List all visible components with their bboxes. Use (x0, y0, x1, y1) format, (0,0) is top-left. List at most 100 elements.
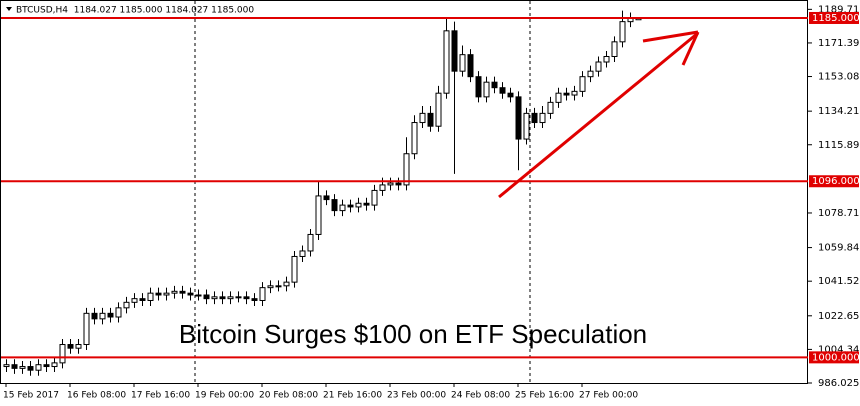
candle-body (403, 153, 410, 186)
candle-body (531, 112, 538, 124)
candle-body (83, 312, 90, 346)
candle-body (411, 122, 418, 155)
candle-body (539, 112, 546, 124)
y-tick-label: 1078.710 (818, 208, 860, 219)
y-tick-label: 1171.395 (818, 38, 860, 49)
candle-body (451, 30, 458, 72)
candle-body (107, 312, 114, 318)
x-tick-label: 16 Feb 08:00 (67, 391, 126, 401)
candle-body (195, 294, 202, 297)
candle-body (171, 290, 178, 294)
candle-body (523, 112, 530, 140)
candle-body (211, 296, 218, 300)
candle-body (323, 195, 330, 201)
x-tick-label: 23 Feb 00:00 (387, 391, 446, 401)
arrow (498, 30, 700, 199)
candle-body (139, 298, 146, 301)
annotation: Bitcoin Surges $100 on ETF Speculation (179, 319, 647, 349)
level-label: 1096.000 (812, 176, 860, 187)
level-label: 1185.000 (812, 13, 860, 24)
candle-body (299, 250, 306, 257)
arrow-head (642, 30, 699, 43)
x-tick-label: 25 Feb 16:00 (515, 391, 574, 401)
candle-body (163, 292, 170, 296)
arrow-head (681, 31, 700, 66)
candle-body (19, 366, 26, 369)
candle-body (459, 54, 466, 72)
candle-body (339, 204, 346, 212)
candle-body (131, 298, 138, 303)
candle-body (267, 285, 274, 289)
candle-body (27, 366, 34, 371)
level-label-box (809, 11, 859, 24)
candle-body (147, 292, 154, 301)
candle-body (603, 56, 610, 63)
candle-body (275, 285, 282, 288)
candle-body (347, 204, 354, 208)
candle-body (235, 296, 242, 299)
candle-body (291, 255, 298, 283)
candle-body (443, 30, 450, 94)
x-tick-label: 24 Feb 08:00 (451, 391, 510, 401)
marks (3, 10, 642, 376)
candle-body (331, 199, 338, 212)
candle-body (515, 96, 522, 140)
candle-body (99, 312, 106, 320)
candle-body (11, 364, 18, 369)
x-tick-label: 19 Feb 00:00 (195, 391, 254, 401)
level-label-box (809, 351, 859, 364)
candle-body (355, 202, 362, 208)
candle-body (435, 92, 442, 127)
arrow-shaft (498, 31, 699, 199)
candle-body (499, 87, 506, 94)
y-tick-label: 1004.340 (818, 344, 860, 355)
candle-body (3, 364, 10, 368)
candle-body (75, 344, 82, 349)
candle-body (187, 292, 194, 296)
candle-body (571, 90, 578, 96)
candle-body (315, 195, 322, 235)
candle-body (467, 54, 474, 78)
y-tick-label: 1189.710 (818, 4, 860, 15)
candle-body (227, 296, 234, 300)
y-tick-label: 1153.080 (818, 72, 860, 83)
candle-body (363, 202, 370, 206)
candle-body (595, 61, 602, 72)
candle-body (35, 364, 42, 371)
candle-body (307, 233, 314, 252)
y-tick-label: 1041.525 (818, 276, 860, 287)
candle-body (203, 294, 210, 300)
candle-body (427, 112, 434, 127)
header: BTCUSD,H4 1184.027 1185.000 1184.027 118… (16, 6, 254, 16)
candle-body (91, 312, 98, 320)
level-label-box (809, 175, 859, 188)
candle-body (67, 344, 74, 349)
x-tick-label: 27 Feb 00:00 (579, 391, 638, 401)
candle-body (59, 344, 66, 364)
candle-body (619, 21, 626, 43)
candle-body (419, 112, 426, 124)
candle-body (259, 287, 266, 301)
candle-body (51, 362, 58, 368)
x-tick-label: 20 Feb 08:00 (259, 391, 318, 401)
plot-frame (0, 0, 808, 384)
candle-body (475, 76, 482, 98)
candle-body (555, 92, 562, 103)
candle-body (371, 189, 378, 206)
candle-body (579, 76, 586, 92)
candle-body (379, 184, 386, 191)
candle-body (43, 364, 50, 368)
candle-body (115, 307, 122, 318)
menu-icon (6, 7, 12, 11)
candle-body (483, 81, 490, 98)
candle-body (123, 301, 130, 309)
candle-body (243, 296, 250, 300)
candle-body (251, 298, 258, 301)
y-tick-label: 1115.895 (818, 140, 860, 151)
candle-body (179, 290, 186, 294)
candle-body (283, 281, 290, 287)
candle-body (547, 101, 554, 114)
candle-body (219, 296, 226, 300)
